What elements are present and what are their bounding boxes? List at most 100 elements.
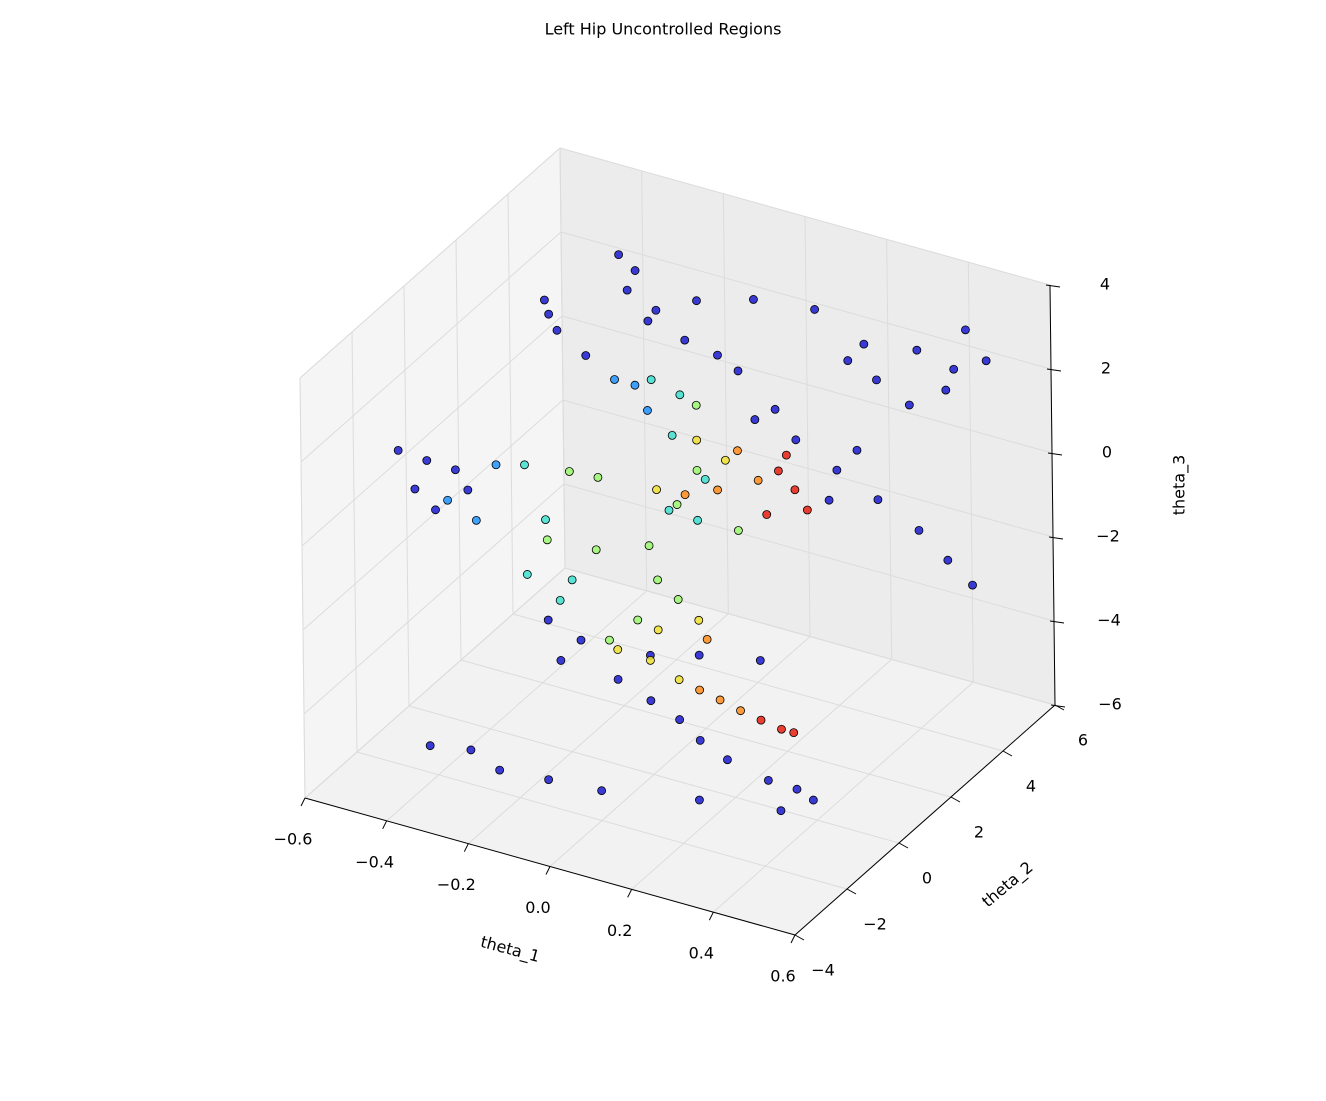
data-point [694, 650, 704, 660]
data-point [630, 266, 640, 275]
points [393, 250, 991, 816]
data-point [633, 615, 643, 625]
y-tick [846, 888, 857, 895]
chart-title: Left Hip Uncontrolled Regions [545, 20, 782, 39]
data-point [753, 475, 763, 485]
data-point [543, 615, 553, 625]
z-tick-label: 0 [1102, 443, 1112, 462]
data-point [653, 625, 663, 635]
data-point [904, 400, 914, 410]
data-point [749, 295, 758, 304]
data-point [763, 775, 773, 785]
data-point [692, 465, 702, 475]
data-point [733, 366, 743, 376]
z-tick [1046, 368, 1062, 372]
data-point [673, 595, 683, 604]
data-point [393, 445, 403, 455]
data-point [410, 484, 420, 494]
x-tick-label: −0.2 [437, 875, 476, 894]
data-point [695, 685, 705, 695]
data-point [734, 526, 743, 535]
z-tick [1045, 284, 1061, 288]
data-point [792, 784, 802, 794]
data-point [610, 375, 619, 384]
data-point [576, 635, 586, 645]
y-axis-line [794, 704, 1056, 936]
data-point [756, 715, 766, 725]
x-tick [382, 820, 388, 830]
data-point [691, 400, 701, 410]
z-tick-label: 2 [1101, 359, 1111, 378]
x-tick-label: 0.6 [770, 967, 795, 986]
data-point [674, 675, 684, 685]
data-point [770, 404, 780, 414]
data-point [789, 728, 799, 738]
data-point [646, 696, 656, 706]
data-point [613, 674, 623, 684]
grid-line [560, 231, 1052, 370]
data-point [750, 415, 760, 424]
data-point [852, 445, 862, 455]
z-tick [1048, 536, 1064, 540]
data-point [680, 335, 690, 345]
data-point [723, 755, 732, 765]
data-point [605, 635, 614, 645]
data-point [675, 715, 685, 724]
grid-line [299, 147, 561, 379]
grid-line [563, 483, 1055, 622]
data-point [614, 250, 624, 260]
z-tick-label: −2 [1096, 527, 1120, 546]
data-point [425, 741, 435, 751]
data-point [450, 465, 460, 475]
axes: −0.6 −0.4 −0.2 0.0 0.2 0.4 0.6 −4 −2 0 2 4 6 −6 −4 −2 0 2… [274, 275, 1122, 986]
data-point [466, 745, 476, 755]
z-tick [1047, 452, 1063, 456]
data-point [471, 515, 481, 525]
data-point [544, 775, 554, 785]
y-tick-label: −2 [863, 915, 887, 934]
grid-line [562, 399, 1054, 538]
y-tick [1002, 750, 1013, 757]
y-tick-label: 2 [974, 823, 984, 842]
grid-line [507, 193, 514, 615]
data-point [564, 467, 574, 476]
z-axis-line [1049, 284, 1056, 706]
x-tick [790, 934, 796, 944]
data-point [680, 490, 690, 500]
data-point [720, 455, 730, 465]
data-point [832, 465, 842, 475]
data-point [664, 505, 674, 515]
data-point [961, 325, 970, 335]
grid-line [468, 613, 729, 845]
x-tick-label: 0.4 [689, 944, 714, 963]
grid-line [722, 193, 729, 614]
data-point [644, 541, 654, 551]
x-tick-label: 0.0 [525, 898, 550, 917]
data-point [643, 316, 653, 326]
data-point [491, 460, 501, 470]
data-point [581, 351, 591, 360]
data-point [700, 474, 710, 484]
data-point [552, 325, 562, 335]
data-point [542, 535, 552, 545]
data-point [463, 485, 473, 495]
data-point [613, 645, 623, 654]
grid-line [386, 590, 647, 822]
data-point [653, 575, 663, 585]
data-point [555, 595, 565, 605]
data-point [693, 515, 702, 525]
x-tick [463, 843, 469, 852]
x-tick [708, 911, 714, 921]
grid-line [631, 658, 892, 890]
data-point [941, 385, 951, 395]
data-point [774, 466, 783, 476]
grid-line [408, 705, 900, 844]
data-point [715, 695, 725, 705]
y-tick-label: 6 [1078, 731, 1088, 750]
data-point [667, 430, 677, 440]
z-tick-label: −4 [1097, 611, 1121, 630]
grid-line [301, 315, 563, 547]
z-tick [1050, 704, 1066, 708]
data-point [695, 795, 704, 805]
